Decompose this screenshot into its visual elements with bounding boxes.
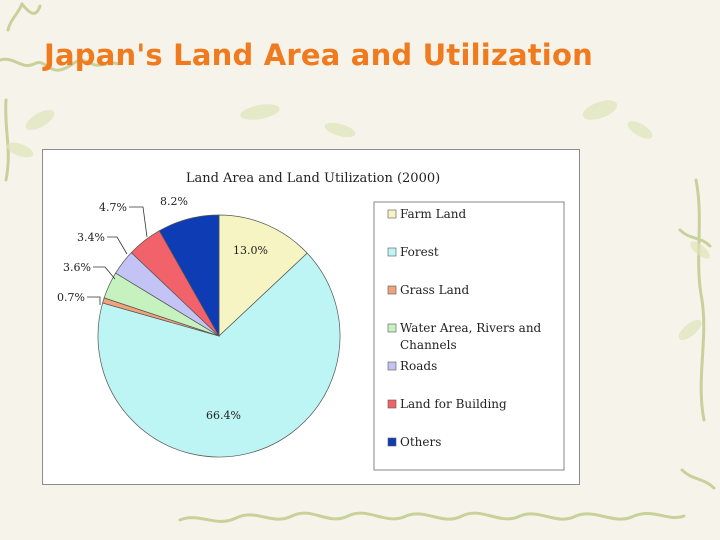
legend-label-others: Others — [400, 435, 441, 449]
data-label-water-area-rivers-and-channels: 3.6% — [63, 261, 91, 274]
leader-line-land-for-building — [129, 206, 148, 238]
chart-frame: Land Area and Land Utilization (2000) 13.… — [42, 149, 580, 485]
legend-swatch-roads — [387, 361, 397, 371]
chart-title: Land Area and Land Utilization (2000) — [186, 171, 440, 186]
legend-swatch-land-for-building — [387, 399, 397, 409]
legend-label-forest: Forest — [400, 245, 439, 259]
legend-swatch-water-area-rivers-and-channels — [387, 323, 397, 333]
data-label-roads: 3.4% — [77, 231, 105, 244]
pie-slice-others — [158, 214, 220, 338]
pie-slice-farm-land — [218, 214, 308, 337]
legend-swatch-others — [387, 437, 397, 447]
legend-box — [373, 201, 565, 471]
legend-label-land-for-building: Land for Building — [400, 397, 507, 411]
legend-swatch-forest — [387, 247, 397, 257]
legend-label-roads: Roads — [400, 359, 437, 373]
legend-label-grass-land: Grass Land — [400, 283, 469, 297]
data-label-others: 8.2% — [160, 195, 188, 208]
legend-swatch-grass-land — [387, 285, 397, 295]
legend-label-farm-land: Farm Land — [400, 207, 466, 221]
leader-line-water-area-rivers-and-channels — [93, 266, 116, 280]
data-label-land-for-building: 4.7% — [99, 201, 127, 214]
pie-slice-forest — [97, 252, 341, 458]
legend-label-water-area-rivers-and-channels: Water Area, Rivers and Channels — [400, 321, 542, 352]
leader-line-roads — [107, 236, 128, 255]
data-label-forest: 66.4% — [206, 409, 241, 422]
data-label-grass-land: 0.7% — [57, 291, 85, 304]
pie-chart: Land Area and Land Utilization (2000) 13.… — [57, 171, 565, 471]
leader-line-grass-land — [87, 296, 101, 305]
slide-title: Japan's Land Area and Utilization — [44, 38, 593, 72]
legend-swatch-farm-land — [387, 209, 397, 219]
data-label-farm-land: 13.0% — [233, 244, 268, 257]
